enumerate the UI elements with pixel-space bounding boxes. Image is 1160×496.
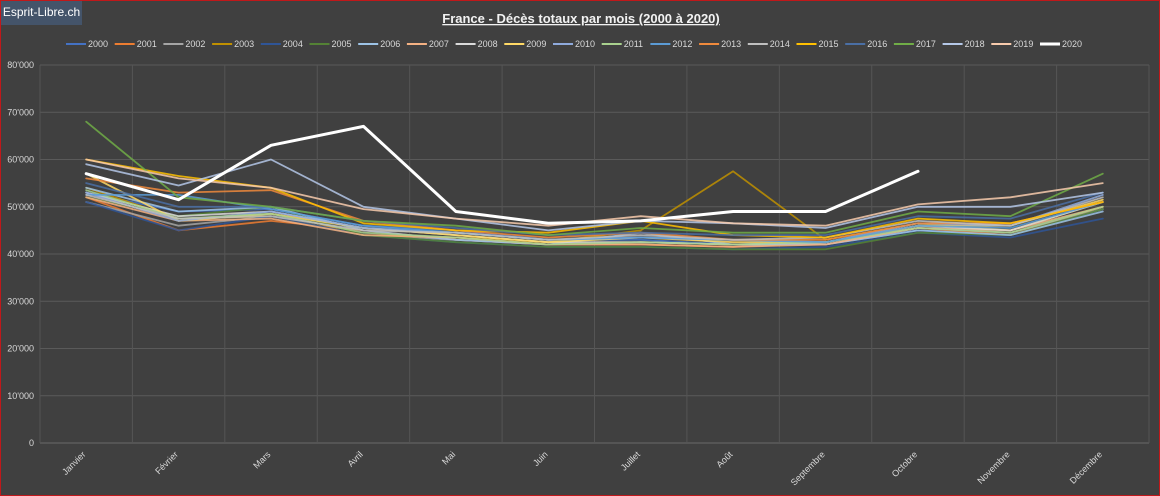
series-line-2013 (85, 177, 1104, 241)
legend-label-2005: 2005 (332, 39, 352, 49)
y-tick-label: 30'000 (7, 296, 34, 306)
x-tick-label: Mai (440, 449, 457, 466)
x-tick-label: Juin (531, 449, 550, 468)
chart-title: France - Décès totaux par mois (2000 à 2… (442, 11, 719, 26)
y-tick-label: 60'000 (7, 155, 34, 165)
legend-label-2002: 2002 (185, 39, 205, 49)
y-tick-label: 80'000 (7, 60, 34, 70)
x-tick-label: Novembre (975, 449, 1011, 485)
legend-label-2014: 2014 (770, 39, 790, 49)
legend-label-2017: 2017 (916, 39, 936, 49)
legend-label-2000: 2000 (88, 39, 108, 49)
legend-label-2007: 2007 (429, 39, 449, 49)
x-axis: Janvier Février Mars Avril Mai Juin Juillet Aoû… (60, 449, 1104, 488)
x-tick-label: Février (153, 449, 180, 476)
brand-badge: Esprit-Libre.ch (1, 1, 82, 25)
x-tick-label: Avril (346, 449, 365, 468)
legend-label-2009: 2009 (526, 39, 546, 49)
legend-label-2013: 2013 (721, 39, 741, 49)
legend-label-2001: 2001 (137, 39, 157, 49)
series-line-2016 (85, 182, 1104, 236)
series-line-2020 (84, 124, 920, 225)
series-line-2018 (85, 158, 1104, 232)
chart-grid (39, 64, 1150, 444)
series-line-2014 (85, 194, 1104, 241)
x-tick-label: Mars (251, 449, 273, 471)
y-tick-label: 20'000 (7, 344, 34, 354)
legend: 2000 2001 2002 2003 2004 2005 2006 2007 2008 2009… (66, 39, 1082, 49)
x-tick-label: Août (714, 449, 735, 470)
y-tick-label: 0 (29, 438, 34, 448)
legend-label-2010: 2010 (575, 39, 595, 49)
legend-label-2012: 2012 (672, 39, 692, 49)
legend-label-2018: 2018 (965, 39, 985, 49)
series-lines (84, 120, 1104, 251)
legend-label-2006: 2006 (380, 39, 400, 49)
series-line-2011 (85, 189, 1104, 246)
y-tick-label: 70'000 (7, 107, 34, 117)
x-tick-label: Juillet (619, 449, 643, 473)
y-tick-label: 50'000 (7, 202, 34, 212)
y-tick-label: 10'000 (7, 391, 34, 401)
series-line-2017 (85, 120, 1104, 236)
y-tick-label: 40'000 (7, 249, 34, 259)
legend-label-2015: 2015 (819, 39, 839, 49)
x-tick-label: Janvier (60, 449, 88, 477)
legend-label-2019: 2019 (1013, 39, 1033, 49)
legend-label-2020: 2020 (1062, 39, 1082, 49)
x-tick-label: Septembre (789, 449, 827, 487)
legend-label-2011: 2011 (624, 39, 643, 49)
x-tick-label: Décembre (1068, 449, 1104, 485)
legend-label-2008: 2008 (478, 39, 498, 49)
y-axis: 0 10'000 20'000 30'000 40'000 50'000 60'000 70'… (7, 60, 34, 448)
legend-label-2016: 2016 (867, 39, 887, 49)
legend-label-2004: 2004 (283, 39, 303, 49)
legend-label-2003: 2003 (234, 39, 254, 49)
x-tick-label: Octobre (890, 449, 920, 479)
